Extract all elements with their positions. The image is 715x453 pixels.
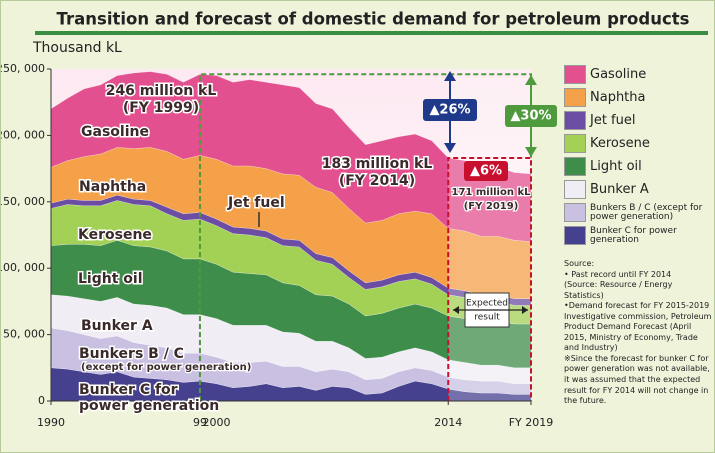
legend-swatch (564, 65, 586, 84)
x-tick-label: 2014 (434, 416, 462, 429)
x-tick-label: FY 2019 (509, 416, 554, 429)
source-line: •Demand forecast for FY 2015-2019 Invest… (564, 301, 712, 353)
arrow-head (525, 75, 537, 157)
y-tick-label: 50, 000 (3, 328, 45, 341)
legend-swatch (564, 157, 586, 176)
legend-swatch (564, 111, 586, 130)
annotation: ▲26% (429, 103, 470, 118)
arrow-head (444, 71, 456, 153)
x-tick-label: 99 (193, 416, 207, 429)
annotation: Gasoline (81, 124, 149, 140)
legend-label: Gasoline (590, 67, 647, 82)
annotation: ▲30% (510, 109, 551, 124)
annotation: Light oil (78, 271, 143, 287)
legend-label: Bunkers B / C (except for power generati… (590, 202, 703, 222)
annotation: Expected (466, 299, 508, 309)
legend-item: Naphtha (564, 86, 714, 109)
legend-label: Kerosene (590, 136, 650, 151)
legend-swatch (564, 88, 586, 107)
annotation: (except for power generation) (81, 362, 251, 373)
source-heading: Source: (564, 259, 595, 268)
y-tick-label: 100, 000 (1, 261, 45, 274)
title-underline (35, 31, 708, 35)
legend-item: Bunker C for power generation (564, 224, 714, 247)
legend-item: Bunker A (564, 178, 714, 201)
y-tick-label: 250, 000 (1, 62, 45, 75)
y-tick-label: 200, 000 (1, 128, 45, 141)
annotation: result (474, 313, 500, 323)
legend-item: Gasoline (564, 63, 714, 86)
y-tick-label: 0 (38, 394, 45, 407)
y-tick-label: 150, 000 (1, 195, 45, 208)
dashed-frame (447, 156, 532, 401)
y-axis-label: Thousand kL (32, 40, 122, 56)
annotation: Bunker A (81, 318, 153, 334)
annotation: 171 million kL (452, 187, 532, 198)
annotation: Bunker C for (79, 382, 178, 398)
x-tick-label: 2000 (203, 416, 231, 429)
annotation: (FY 2019) (464, 201, 519, 212)
legend-item: Light oil (564, 155, 714, 178)
chart-title: Transition and forecast of domestic dema… (57, 10, 690, 29)
annotation: (FY 1999) (123, 100, 199, 116)
source-note: Source: • Past record until FY 2014 (Sour… (564, 259, 714, 407)
legend-item: Kerosene (564, 132, 714, 155)
legend-swatch (564, 180, 586, 199)
legend-item: Jet fuel (564, 109, 714, 132)
source-line: • Past record until FY 2014 (564, 269, 672, 279)
legend-swatch (564, 134, 586, 153)
legend-label: Jet fuel (590, 113, 636, 128)
legend-label: Naphtha (590, 90, 646, 105)
source-line: ※Since the forecast for bunker C for pow… (564, 353, 710, 406)
dashed-frame (198, 73, 532, 401)
badge (423, 99, 477, 121)
source-line: (Source: Resource / Energy Statistics) (564, 280, 673, 300)
annotation: 246 million kL (106, 83, 217, 99)
annotation: (FY 2014) (339, 173, 415, 189)
annotation: Kerosene (78, 227, 152, 243)
legend-label: Bunker A (590, 182, 649, 197)
legend-item: Bunkers B / C (except for power generati… (564, 201, 714, 224)
legend: Gasoline Naphtha Jet fuel Kerosene Light oil… (564, 63, 714, 247)
annotation: Bunkers B / C (79, 346, 184, 362)
badge (464, 161, 508, 181)
legend-label: Bunker C for power generation (590, 225, 677, 245)
annotation: Naphtha (79, 179, 146, 195)
legend-label: Light oil (590, 159, 642, 174)
annotation: 183 million kL (322, 156, 433, 172)
legend-swatch (564, 226, 586, 245)
annotation: ▲6% (470, 164, 502, 179)
annotation: power generation (79, 398, 219, 414)
badge (505, 105, 557, 127)
x-tick-label: 1990 (37, 416, 65, 429)
legend-swatch (564, 203, 586, 222)
annotation: Jet fuel (227, 195, 285, 211)
